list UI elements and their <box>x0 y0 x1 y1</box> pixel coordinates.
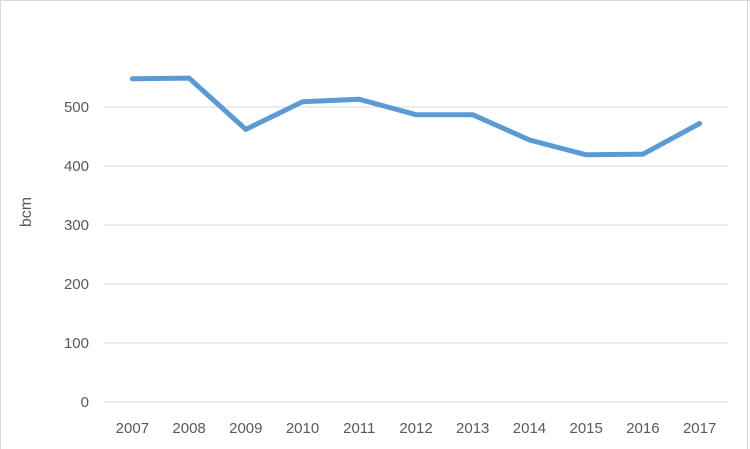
x-tick-label-2008: 2008 <box>172 420 205 437</box>
x-tick-label-2016: 2016 <box>626 420 659 437</box>
y-tick-label-500: 500 <box>64 99 89 116</box>
x-tick-label-2014: 2014 <box>513 420 546 437</box>
series-line-bcm <box>129 75 703 158</box>
x-tick-label-2015: 2015 <box>569 420 602 437</box>
x-axis-tick-labels: 2007 2008 2009 2010 2011 2012 2013 2014 2015 2016… <box>116 420 717 437</box>
x-tick-label-2009: 2009 <box>229 420 262 437</box>
y-axis-tick-labels: 0 100 200 300 400 500 <box>64 99 89 411</box>
y-tick-label-0: 0 <box>81 394 89 411</box>
chart-frame-right-border <box>747 1 748 449</box>
x-tick-label-2011: 2011 <box>343 420 375 437</box>
y-tick-label-100: 100 <box>64 335 89 352</box>
x-tick-label-2013: 2013 <box>456 420 489 437</box>
y-tick-label-200: 200 <box>64 276 89 293</box>
y-axis-title: bcm <box>18 196 35 228</box>
y-tick-label-300: 300 <box>64 217 89 234</box>
x-tick-label-2012: 2012 <box>399 420 432 437</box>
x-tick-label-2017: 2017 <box>683 420 716 437</box>
gridlines <box>104 106 728 403</box>
y-tick-label-400: 400 <box>64 158 89 175</box>
x-tick-label-2010: 2010 <box>286 420 319 437</box>
data-series <box>129 75 703 158</box>
x-tick-label-2007: 2007 <box>116 420 149 437</box>
